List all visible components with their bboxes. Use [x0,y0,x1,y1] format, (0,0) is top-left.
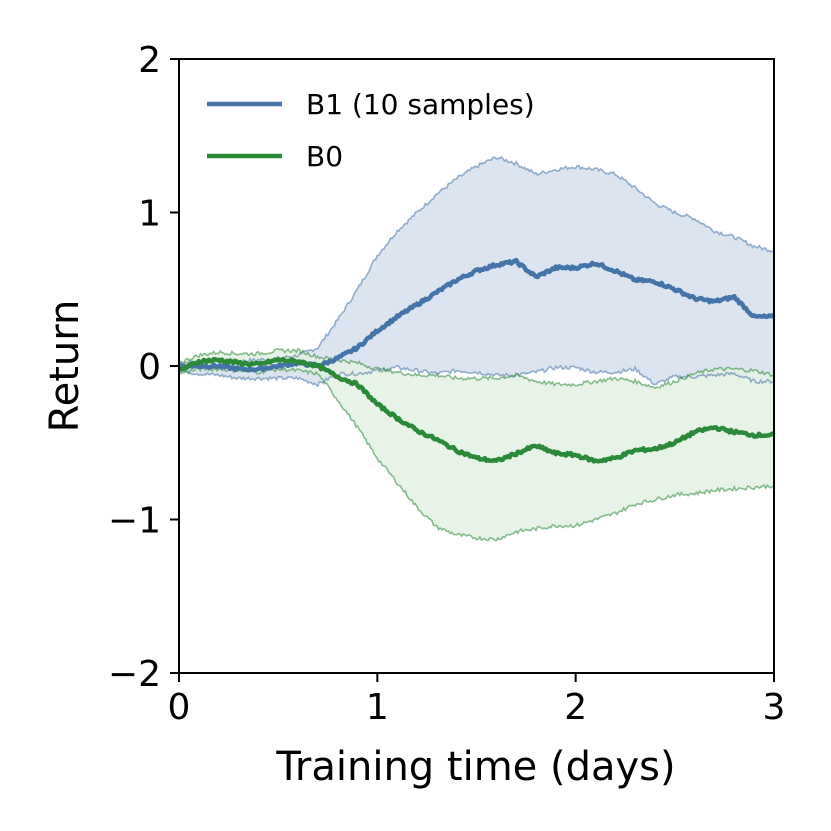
series-line-b1 [177,257,776,373]
band-upper-edge-b0 [178,347,775,390]
x-tick-label: 2 [564,687,587,728]
x-axis-label: Training time (days) [275,744,675,790]
y-axis-ticks: −2 −1 0 1 2 [108,40,179,695]
x-tick-label: 3 [763,687,786,728]
series-line-b0 [178,356,776,464]
confidence-bands [179,156,774,541]
y-tick-label: −2 [108,654,161,695]
band-lower-edge-b1 [178,364,775,388]
series-lines [177,257,776,464]
y-axis-label: Return [42,300,88,433]
y-tick-label: 1 [138,194,161,235]
legend-label-b1: B1 (10 samples) [306,88,535,121]
y-tick-label: −1 [108,501,161,542]
band-b0 [179,348,774,541]
band-upper-edge-b1 [178,155,775,366]
y-tick-label: 0 [138,347,161,388]
x-tick-label: 1 [366,687,389,728]
legend-label-b0: B0 [306,140,343,173]
x-axis-ticks: 0 1 2 3 [168,673,786,728]
y-tick-label: 2 [138,40,161,81]
x-tick-label: 0 [168,687,191,728]
legend: B1 (10 samples) B0 [207,88,535,173]
